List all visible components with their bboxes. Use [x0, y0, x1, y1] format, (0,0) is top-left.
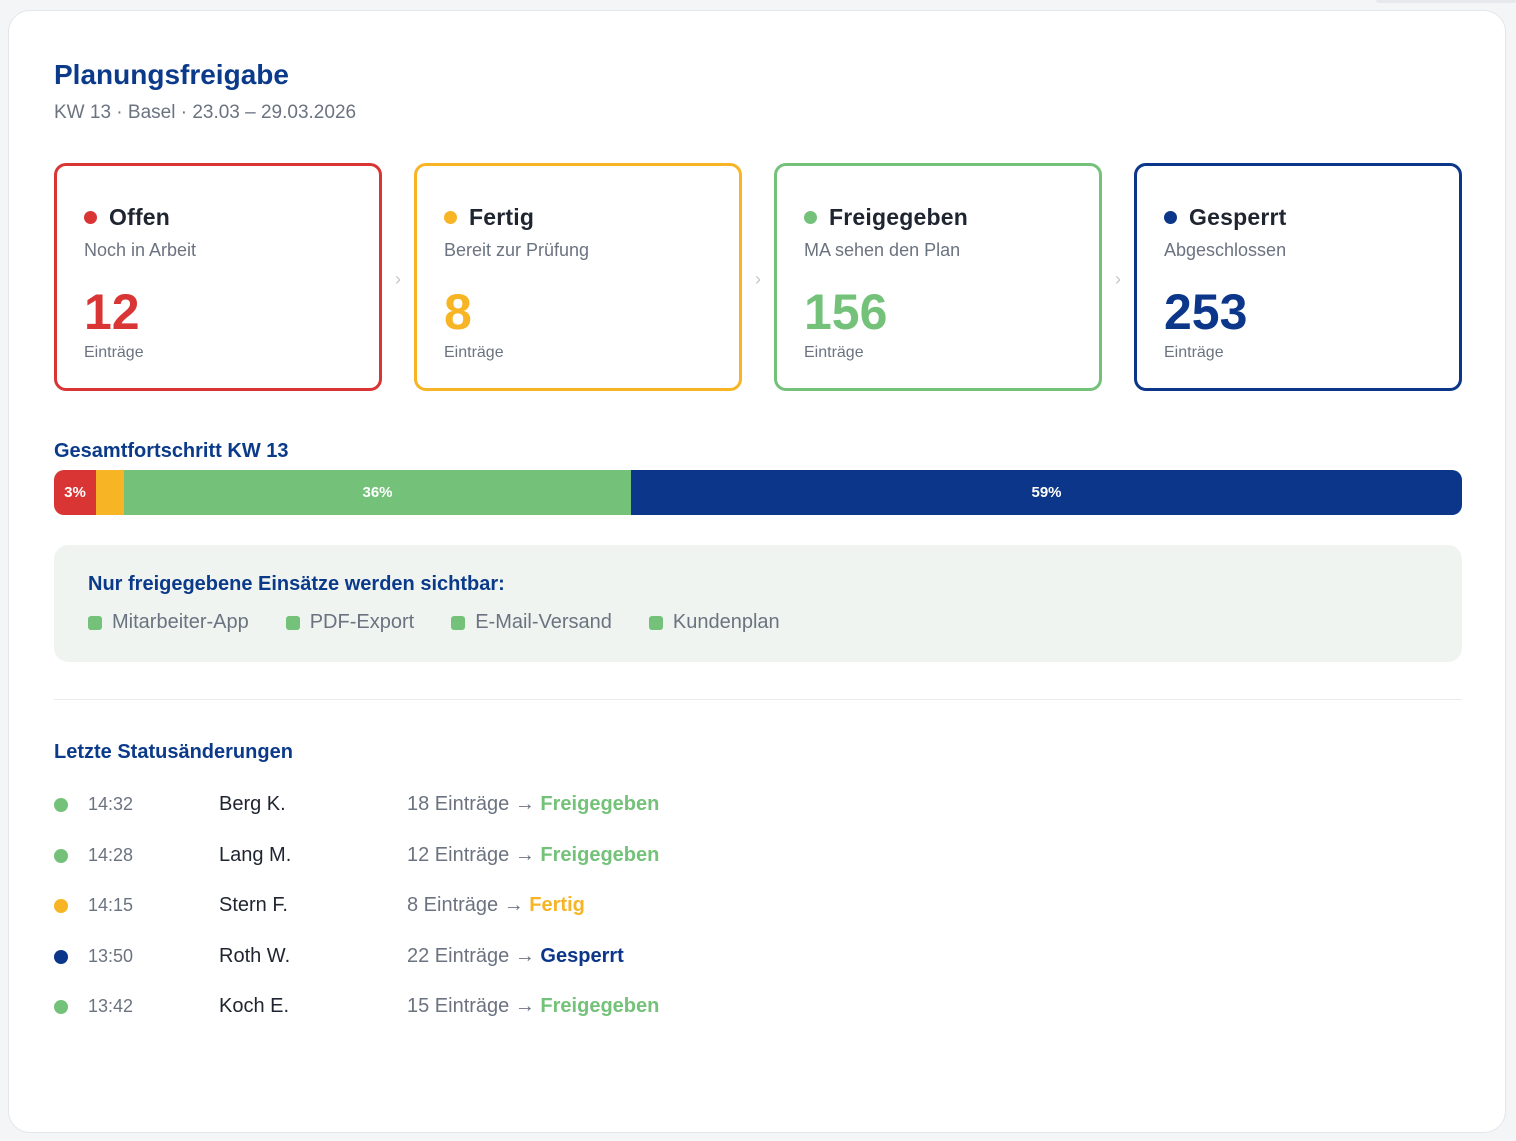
change-time: 14:28	[88, 844, 134, 865]
status-dot-icon	[54, 798, 68, 812]
divider	[54, 699, 1462, 700]
green-square-icon	[648, 615, 663, 630]
green-square-icon	[88, 615, 102, 630]
status-card-unit: Einträge	[1164, 344, 1224, 361]
change-target-status: Gesperrt	[540, 944, 624, 967]
change-user: Berg K.	[219, 793, 286, 815]
change-target-status: Freigegeben	[540, 995, 660, 1017]
channel-item: Kundenplan	[648, 611, 780, 634]
change-target-status: Freigegeben	[540, 793, 660, 815]
status-dot-icon	[54, 899, 68, 913]
change-user: Roth W.	[219, 944, 291, 967]
progress-segment-fertig	[96, 470, 124, 515]
status-card-description: Noch in Arbeit	[84, 240, 197, 260]
page-subtitle: KW 13 · Basel · 23.03 – 29.03.2026	[54, 102, 357, 123]
channel-item: Mitarbeiter-App	[88, 611, 249, 634]
status-change-list: 14:32 Berg K. 18 Einträge → Freigegeben …	[54, 781, 1462, 1034]
status-dot-icon	[54, 949, 68, 964]
approval-panel: Planungsfreigabe KW 13 · Basel · 23.03 –…	[8, 10, 1506, 1133]
status-dot-icon	[444, 211, 457, 224]
status-card-name: Offen	[109, 204, 171, 230]
change-description: 8 Einträge → Fertig	[407, 894, 585, 916]
channel-list: Mitarbeiter-App PDF-Export E-Mail-Versan…	[88, 611, 817, 634]
change-target-status: Fertig	[529, 894, 585, 916]
change-description: 15 Einträge → Freigegeben	[407, 995, 660, 1017]
change-time: 13:50	[88, 945, 134, 966]
status-card-name: Freigegeben	[829, 204, 968, 230]
status-card-unit: Einträge	[84, 344, 144, 361]
change-description: 22 Einträge → Gesperrt	[407, 944, 624, 967]
change-description: 12 Einträge → Freigegeben	[407, 843, 660, 866]
green-square-icon	[285, 615, 300, 630]
list-item[interactable]: 14:28 Lang M. 12 Einträge → Freigegeben	[54, 832, 1462, 883]
list-item[interactable]: 14:32 Berg K. 18 Einträge → Freigegeben	[54, 781, 1462, 832]
notice-title: Nur freigegebene Einsätze werden sichtba…	[88, 573, 505, 595]
channel-label: PDF-Export	[309, 611, 415, 633]
status-card-unit: Einträge	[444, 344, 504, 361]
status-card-description: Bereit zur Prüfung	[444, 240, 590, 260]
status-card-count: 253	[1164, 284, 1248, 340]
status-card-count: 156	[804, 284, 888, 340]
progress-bar: 3% 36% 59%	[54, 470, 1462, 515]
status-cards: Offen Noch in Arbeit 12 Einträge › Ferti…	[54, 163, 1462, 391]
progress-segment-freigegeben: 36%	[124, 470, 631, 515]
status-card-name: Fertig	[469, 204, 535, 230]
progress-title: Gesamtfortschritt KW 13	[54, 440, 289, 462]
status-card-description: Abgeschlossen	[1164, 240, 1287, 260]
green-square-icon	[451, 615, 466, 630]
list-item[interactable]: 13:50 Roth W. 22 Einträge → Gesperrt	[54, 933, 1462, 984]
change-time: 14:15	[88, 895, 134, 915]
window-edge	[1376, 0, 1516, 3]
change-time: 13:42	[88, 996, 134, 1016]
status-dot-icon	[54, 1000, 68, 1014]
channel-label: E-Mail-Versand	[475, 611, 612, 633]
status-card-fertig[interactable]: Fertig Bereit zur Prüfung 8 Einträge	[414, 163, 742, 391]
progress-segment-offen: 3%	[54, 470, 96, 515]
status-card-offen[interactable]: Offen Noch in Arbeit 12 Einträge	[54, 163, 382, 391]
change-user: Lang M.	[219, 843, 292, 866]
channel-label: Kundenplan	[672, 611, 780, 633]
status-card-unit: Einträge	[804, 344, 864, 361]
channel-item: E-Mail-Versand	[451, 611, 612, 634]
status-card-name: Gesperrt	[1189, 204, 1287, 230]
chevron-right-icon: ›	[1115, 269, 1121, 289]
change-time: 14:32	[88, 794, 134, 814]
change-description: 18 Einträge → Freigegeben	[407, 793, 660, 815]
status-dot-icon	[54, 848, 68, 863]
change-target-status: Freigegeben	[540, 843, 660, 866]
change-user: Stern F.	[219, 894, 288, 916]
page-title: Planungsfreigabe	[54, 59, 289, 90]
status-dot-icon	[804, 211, 817, 224]
change-user: Koch E.	[219, 995, 290, 1017]
channel-item: PDF-Export	[285, 611, 415, 634]
channel-label: Mitarbeiter-App	[112, 611, 249, 633]
status-dot-icon	[84, 211, 97, 224]
status-card-count: 12	[84, 284, 140, 340]
recent-changes-title: Letzte Statusänderungen	[54, 741, 293, 763]
status-card-freigegeben[interactable]: Freigegeben MA sehen den Plan 156 Einträ…	[774, 163, 1102, 391]
status-dot-icon	[1164, 211, 1177, 224]
list-item[interactable]: 14:15 Stern F. 8 Einträge → Fertig	[54, 882, 1462, 933]
status-card-description: MA sehen den Plan	[804, 240, 961, 260]
status-card-gesperrt[interactable]: Gesperrt Abgeschlossen 253 Einträge	[1134, 163, 1462, 391]
list-item[interactable]: 13:42 Koch E. 15 Einträge → Freigegeben	[54, 983, 1462, 1034]
chevron-right-icon: ›	[395, 269, 401, 289]
visibility-notice: Nur freigegebene Einsätze werden sichtba…	[54, 545, 1462, 662]
chevron-right-icon: ›	[755, 269, 761, 289]
status-card-count: 8	[444, 284, 472, 340]
progress-segment-gesperrt: 59%	[631, 470, 1462, 515]
